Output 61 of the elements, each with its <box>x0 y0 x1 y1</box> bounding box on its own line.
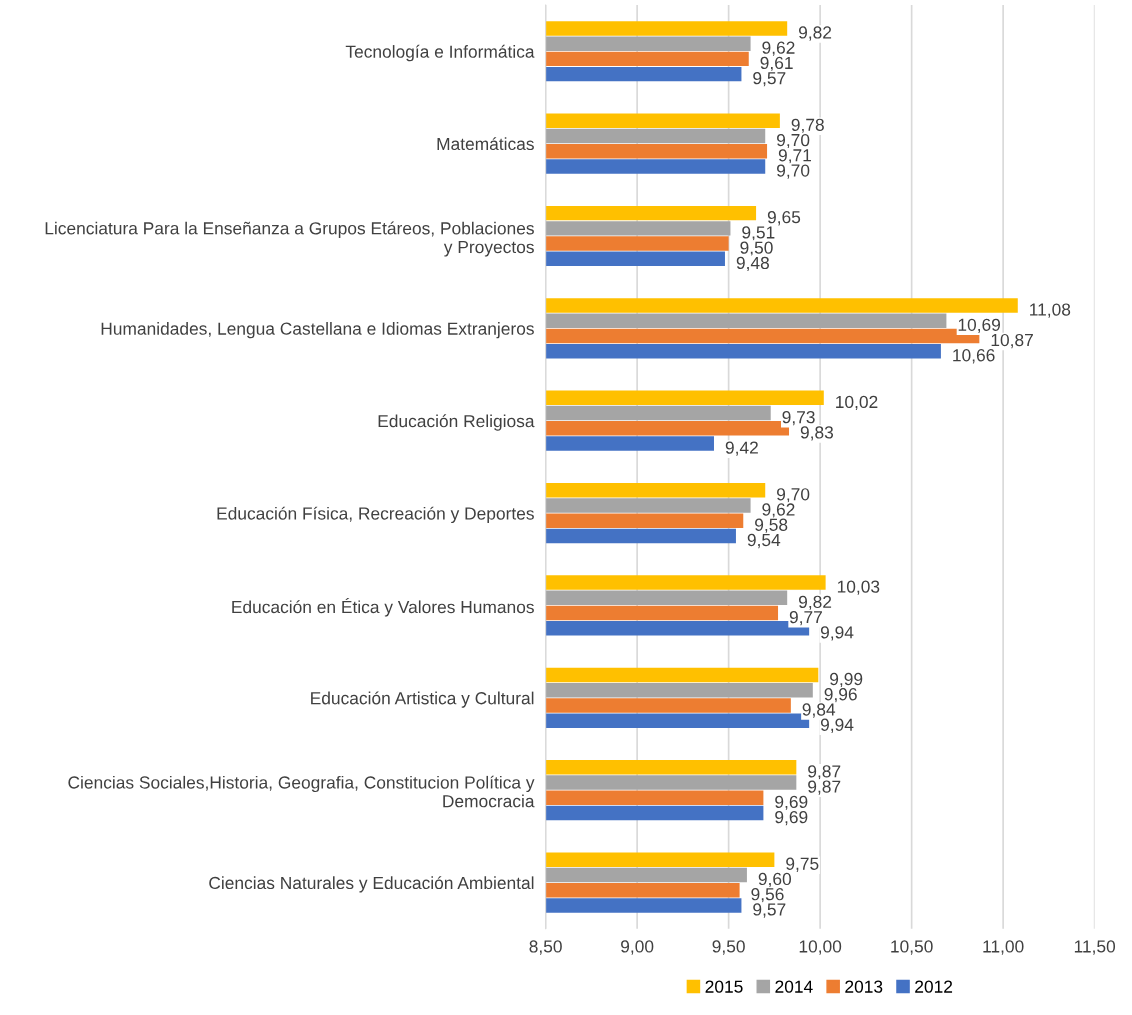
data-label: 9,94 <box>820 626 854 641</box>
y-tick-label: Ciencias Sociales,Historia, Geografia, Constitucion Política y Democracia <box>68 775 535 808</box>
y-tick-label: Educación Religiosa <box>378 414 535 431</box>
y-tick-label: Ciencias Naturales y Educación Ambiental <box>209 876 534 893</box>
data-label: 9,70 <box>777 488 810 503</box>
data-label: 10,02 <box>836 395 878 411</box>
data-label: 9,54 <box>747 533 781 549</box>
data-label: 9,69 <box>775 810 808 826</box>
data-label: 9,73 <box>782 411 815 426</box>
data-label: 11,08 <box>1030 303 1071 318</box>
data-label: 9,61 <box>760 56 793 72</box>
data-label: 9,56 <box>751 888 784 903</box>
data-label: 9,42 <box>725 441 758 456</box>
legend-label: 2012 <box>915 980 953 993</box>
data-label: 9,87 <box>808 780 841 795</box>
data-label: 9,87 <box>808 765 841 780</box>
y-tick-label: Matemáticas <box>437 137 534 151</box>
legend-label: 2013 <box>845 980 883 993</box>
data-label: 9,48 <box>736 256 769 272</box>
data-label: 9,84 <box>802 703 836 718</box>
legend-label: 2014 <box>775 980 813 993</box>
data-label: 9,78 <box>791 118 824 134</box>
y-tick-label: Educación en Ética y Valores Humanos <box>232 597 534 617</box>
data-label: 9,96 <box>824 688 857 703</box>
y-tick-label: Licenciatura Para la Enseñanza a Grupos Etáreos, Poblaciones y Proyectos <box>45 221 534 257</box>
y-tick-label: Educación Física, Recreación y Deportes <box>217 506 534 524</box>
data-label: 9,71 <box>778 149 811 164</box>
data-label: 9,57 <box>753 903 786 918</box>
data-label: 9,99 <box>830 672 863 688</box>
data-label: 9,94 <box>820 718 854 733</box>
y-tick-label: Humanidades, Lengua Castellana e Idiomas Extranjeros <box>101 322 534 339</box>
x-tick-label: 8,50 <box>529 940 562 955</box>
x-tick-label: 10,50 <box>891 940 933 955</box>
data-label: 9,69 <box>775 795 808 811</box>
data-label: 9,70 <box>777 133 810 149</box>
data-label: 9,65 <box>767 211 801 226</box>
data-label: 10,66 <box>953 349 995 364</box>
x-tick-label: 9,50 <box>712 940 745 955</box>
data-label: 10,69 <box>958 318 1001 333</box>
data-label: 9,58 <box>755 518 788 533</box>
x-tick-label: 11,50 <box>1074 940 1116 955</box>
data-label: 9,60 <box>758 872 792 888</box>
data-label: 9,70 <box>777 164 810 179</box>
data-label: 9,51 <box>742 226 775 241</box>
data-label: 10,03 <box>837 580 880 595</box>
data-label: 10,87 <box>991 333 1033 349</box>
data-label: 9,82 <box>798 26 832 41</box>
data-label: 9,57 <box>753 72 786 87</box>
data-label: 9,62 <box>762 503 795 518</box>
y-tick-label: Educación Artistica y Cultural <box>311 691 534 708</box>
legend-label: 2015 <box>705 980 743 993</box>
x-tick-label: 9,00 <box>621 940 654 955</box>
y-tick-label: Tecnología e Informática <box>345 44 535 62</box>
data-label: 9,75 <box>786 857 819 872</box>
data-label: 9,50 <box>740 241 773 256</box>
x-tick-label: 11,00 <box>983 940 1024 955</box>
data-label: 9,82 <box>798 595 832 611</box>
data-label: 9,62 <box>762 41 795 56</box>
x-tick-label: 10,00 <box>799 940 842 955</box>
data-label: 9,83 <box>800 426 834 441</box>
data-label: 9,77 <box>789 610 822 626</box>
